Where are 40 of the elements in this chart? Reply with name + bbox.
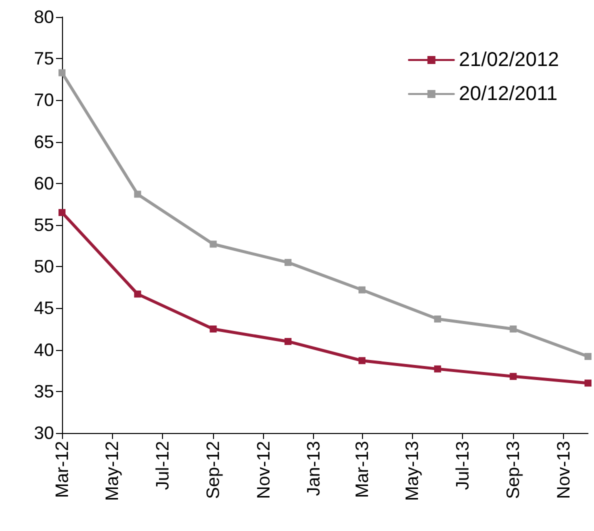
y-tick-label: 30 [34, 423, 54, 443]
x-tick-label: Jul-12 [152, 441, 172, 490]
point [134, 290, 142, 298]
y-tick-label: 75 [34, 48, 54, 69]
point [210, 326, 217, 332]
y-tick-label: 70 [34, 90, 54, 110]
point [434, 316, 442, 323]
point [358, 357, 366, 364]
point [284, 258, 292, 266]
y-tick-label: 80 [34, 7, 54, 27]
y-tick-label: 60 [34, 173, 54, 194]
y-tick-label: 45 [34, 298, 54, 318]
point [584, 352, 592, 360]
y-tick-label: 50 [34, 256, 54, 277]
point [434, 365, 442, 372]
x-tick-label: May-13 [402, 441, 422, 502]
x-tick-label: Jul-13 [452, 441, 472, 490]
x-tick-label: Mar-12 [52, 441, 72, 498]
x-tick-label: Sep-12 [203, 441, 224, 500]
x-tick-label: Mar-13 [352, 441, 372, 498]
point [210, 240, 217, 248]
y-tick-label: 35 [34, 381, 54, 402]
point [58, 209, 66, 216]
point [584, 380, 592, 387]
point [358, 286, 366, 294]
legend-label: 20/12/2011 [458, 83, 558, 105]
x-tick-label: Jan-13 [303, 441, 324, 496]
point [58, 69, 66, 76]
point [134, 190, 142, 198]
y-tick-label: 65 [34, 132, 54, 152]
x-tick-label: Sep-13 [503, 441, 524, 500]
x-tick-label: Nov-12 [253, 441, 274, 500]
x-tick-label: May-12 [102, 441, 122, 502]
point [510, 326, 517, 332]
y-tick-label: 40 [34, 340, 54, 360]
y-tick-label: 55 [34, 215, 54, 235]
point [510, 372, 517, 380]
point [284, 338, 292, 345]
x-tick-label: Nov-13 [553, 441, 574, 500]
legend-label: 21/02/2012 [458, 49, 560, 71]
